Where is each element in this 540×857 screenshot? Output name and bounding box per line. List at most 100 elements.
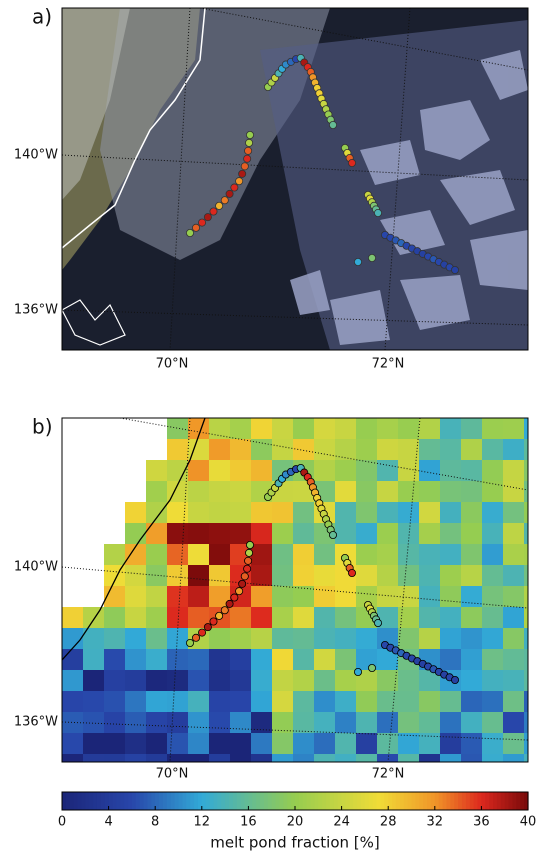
raster-cell — [440, 754, 462, 776]
raster-cell — [104, 670, 126, 692]
raster-cell — [62, 670, 84, 692]
raster-cell — [524, 544, 540, 566]
raster-cell — [482, 418, 504, 440]
raster-cell — [125, 670, 147, 692]
raster-cell — [83, 649, 105, 671]
track-point — [226, 190, 233, 197]
raster-cell — [503, 754, 525, 776]
raster-cell — [482, 565, 504, 587]
raster-cell — [209, 523, 231, 545]
raster-cell — [251, 670, 273, 692]
raster-cell — [503, 712, 525, 734]
lat-label: 136°W — [14, 715, 58, 730]
colorbar-segment — [109, 792, 113, 810]
colorbar-segment — [78, 792, 82, 810]
raster-cell — [503, 670, 525, 692]
colorbar-segment — [287, 792, 291, 810]
raster-cell — [209, 649, 231, 671]
raster-cell — [272, 628, 294, 650]
colorbar-segment — [194, 792, 198, 810]
raster-cell — [272, 523, 294, 545]
raster-cell — [461, 481, 483, 503]
raster-cell — [377, 691, 399, 713]
track-point — [210, 618, 217, 625]
raster-cell — [356, 481, 378, 503]
raster-cell — [461, 691, 483, 713]
colorbar-segment — [454, 792, 458, 810]
colorbar-segment — [283, 792, 287, 810]
raster-cell — [272, 544, 294, 566]
raster-cell — [440, 502, 462, 524]
raster-cell — [398, 586, 420, 608]
raster-cell — [125, 586, 147, 608]
raster-cell — [335, 481, 357, 503]
raster-cell — [83, 733, 105, 755]
raster-cell — [314, 544, 336, 566]
raster-cell — [62, 607, 84, 629]
colorbar-segment — [237, 792, 241, 810]
raster-cell — [398, 691, 420, 713]
raster-cell — [524, 439, 540, 461]
colorbar-segment — [112, 792, 116, 810]
raster-cell — [167, 649, 189, 671]
colorbar-segment — [439, 792, 443, 810]
raster-cell — [440, 712, 462, 734]
colorbar-segment — [450, 792, 454, 810]
raster-cell — [335, 754, 357, 776]
colorbar-segment — [268, 792, 272, 810]
raster-cell — [461, 502, 483, 524]
raster-cell — [251, 607, 273, 629]
colorbar-tick-label: 0 — [58, 815, 66, 830]
raster-cell — [503, 649, 525, 671]
raster-cell — [62, 733, 84, 755]
raster-cell — [104, 712, 126, 734]
colorbar-segment — [213, 792, 217, 810]
raster-cell — [377, 586, 399, 608]
raster-cell — [440, 586, 462, 608]
colorbar-segment — [186, 792, 190, 810]
raster-cell — [293, 670, 315, 692]
raster-cell — [503, 502, 525, 524]
track-point — [348, 569, 355, 576]
raster-cell — [251, 544, 273, 566]
raster-cell — [104, 649, 126, 671]
raster-cell — [524, 628, 540, 650]
raster-cell — [125, 733, 147, 755]
raster-cell — [419, 460, 441, 482]
colorbar-tick-label: 28 — [380, 815, 397, 830]
colorbar-tick-label: 16 — [240, 815, 257, 830]
raster-cell — [356, 502, 378, 524]
raster-cell — [461, 712, 483, 734]
raster-cell — [209, 733, 231, 755]
lat-label: 136°W — [14, 303, 58, 318]
raster-cell — [188, 733, 210, 755]
raster-cell — [104, 544, 126, 566]
raster-cell — [272, 670, 294, 692]
raster-cell — [230, 460, 252, 482]
track-point — [241, 163, 248, 170]
raster-cell — [524, 481, 540, 503]
raster-cell — [524, 523, 540, 545]
raster-cell — [188, 523, 210, 545]
track-point — [216, 612, 223, 619]
colorbar-segment — [353, 792, 357, 810]
raster-cell — [440, 439, 462, 461]
colorbar-segment — [299, 792, 303, 810]
colorbar-segment — [412, 792, 416, 810]
raster-cell — [188, 502, 210, 524]
raster-cell — [419, 418, 441, 440]
colorbar-segment — [147, 792, 151, 810]
raster-cell — [440, 460, 462, 482]
colorbar-tick-label: 36 — [473, 815, 490, 830]
raster-cell — [230, 502, 252, 524]
raster-cell — [209, 544, 231, 566]
raster-cell — [335, 649, 357, 671]
raster-cell — [419, 586, 441, 608]
raster-cell — [440, 544, 462, 566]
colorbar-segment — [190, 792, 194, 810]
raster-cell — [461, 754, 483, 776]
raster-cell — [272, 565, 294, 587]
raster-cell — [209, 691, 231, 713]
raster-cell — [524, 691, 540, 713]
raster-cell — [398, 733, 420, 755]
